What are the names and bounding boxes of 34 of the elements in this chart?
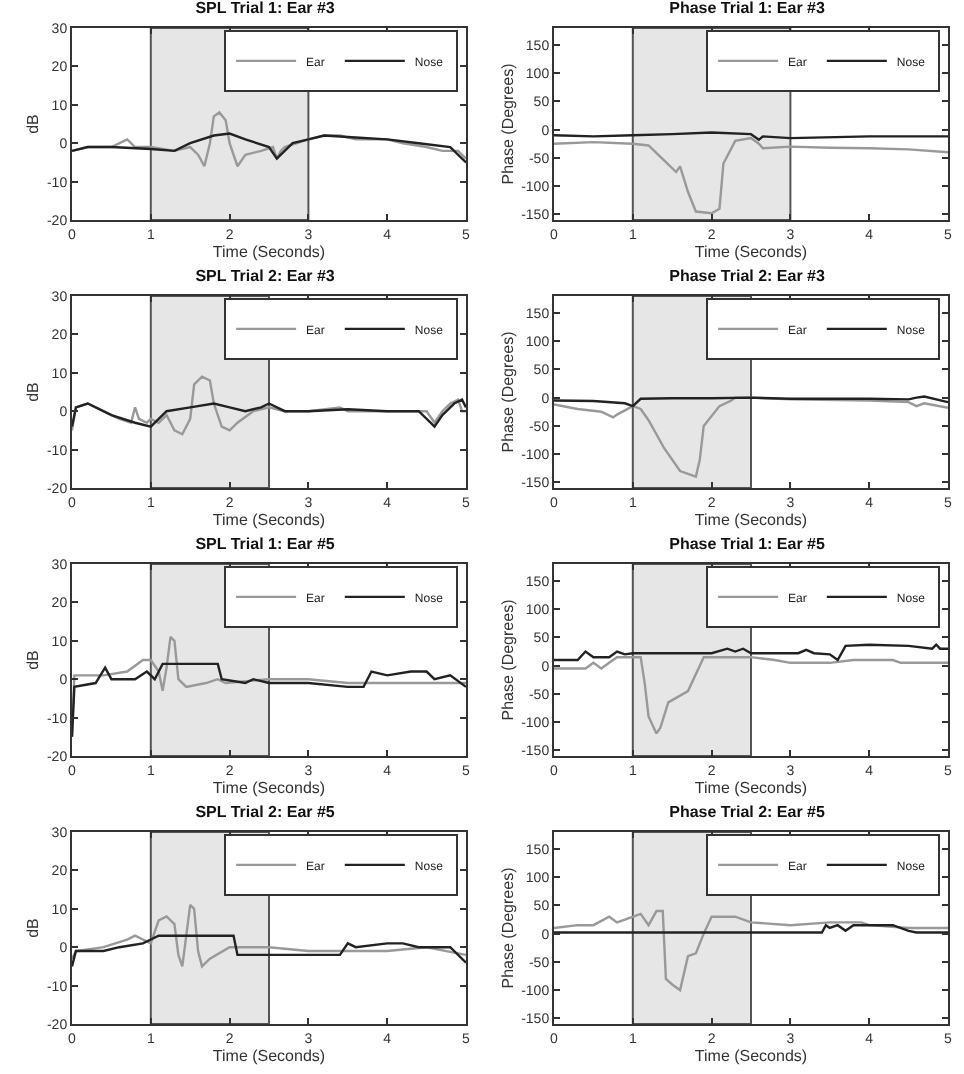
- chart-title: Phase Trial 1: Ear #5: [669, 534, 827, 553]
- y-axis-title: dB: [24, 114, 43, 134]
- line-series: [554, 643, 948, 662]
- line-series: [72, 132, 466, 164]
- x-axis-title: Time (Seconds): [694, 1047, 808, 1065]
- chart-title: SPL Trial 2: Ear #5: [195, 802, 336, 821]
- x-axis-title: Time (Seconds): [212, 511, 326, 529]
- x-axis-title: Time (Seconds): [694, 511, 808, 529]
- y-axis-title: dB: [24, 918, 43, 938]
- line-series: [72, 903, 466, 968]
- line-series: [554, 909, 948, 992]
- y-axis-title: dB: [24, 650, 43, 670]
- y-axis-title: Phase (Degrees): [498, 330, 517, 453]
- line-series: [72, 398, 466, 428]
- x-axis-title: Time (Seconds): [694, 779, 808, 797]
- x-axis-title: Time (Seconds): [212, 779, 326, 797]
- line-series: [554, 136, 948, 215]
- y-axis-title: dB: [24, 382, 43, 402]
- x-axis-title: Time (Seconds): [212, 1047, 326, 1065]
- chart-title: Phase Trial 1: Ear #3: [669, 0, 827, 17]
- line-series: [554, 655, 948, 735]
- chart-title: Phase Trial 2: Ear #3: [669, 266, 827, 285]
- chart-title: SPL Trial 1: Ear #3: [195, 0, 336, 17]
- y-axis-title: Phase (Degrees): [498, 62, 517, 185]
- line-series: [72, 662, 466, 738]
- y-axis-title: Phase (Degrees): [498, 598, 517, 721]
- chart-title: SPL Trial 1: Ear #5: [195, 534, 336, 553]
- x-axis-title: Time (Seconds): [694, 243, 808, 261]
- y-axis-title: Phase (Degrees): [498, 866, 517, 989]
- x-axis-title: Time (Seconds): [212, 243, 326, 261]
- chart-title: SPL Trial 2: Ear #3: [195, 266, 336, 285]
- line-series: [72, 934, 466, 968]
- line-series: [554, 396, 948, 478]
- chart-title: Phase Trial 2: Ear #5: [669, 802, 827, 821]
